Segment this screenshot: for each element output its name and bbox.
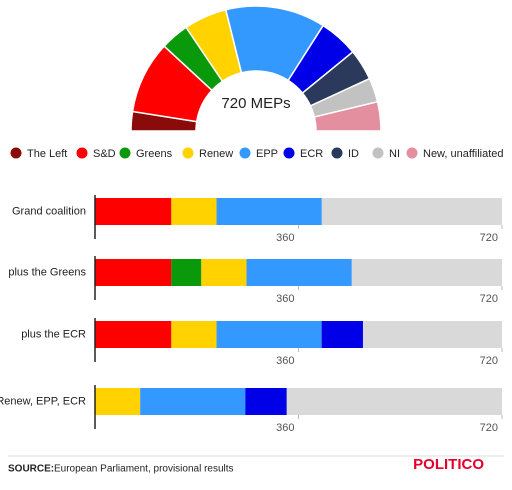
legend-label: New, unaffiliated	[423, 148, 504, 160]
bar-segment	[140, 388, 246, 415]
source-label: SOURCE:	[8, 464, 54, 475]
legend-label: NI	[389, 148, 400, 160]
legend-marker	[372, 147, 384, 159]
legend-marker	[182, 147, 194, 159]
legend-label: ECR	[300, 148, 323, 160]
legend-label: EPP	[256, 148, 278, 160]
legend-label: Greens	[136, 148, 173, 160]
category-label: Grand coalition	[12, 205, 86, 217]
x-tick-label: 360	[276, 422, 294, 434]
bar-segment	[171, 321, 217, 348]
category-label: plus the Greens	[8, 266, 86, 278]
x-tick-label: 360	[276, 355, 294, 367]
legend-marker	[331, 147, 343, 159]
bar-segment	[321, 321, 363, 348]
seat-slice	[313, 100, 382, 132]
category-label: Renew, EPP, ECR	[0, 395, 86, 407]
bar-segment	[216, 198, 322, 225]
bar-segment	[95, 198, 172, 225]
legend-label: The Left	[27, 148, 67, 160]
legend-label: S&D	[93, 148, 116, 160]
legend-marker	[406, 147, 418, 159]
legend-marker	[283, 147, 295, 159]
bar-segment	[245, 388, 287, 415]
bar-segment	[171, 198, 217, 225]
category-label: plus the ECR	[21, 328, 86, 340]
x-tick-label: 360	[276, 293, 294, 305]
bar-segment	[95, 321, 172, 348]
x-tick-label: 720	[480, 355, 498, 367]
legend-label: Renew	[199, 148, 233, 160]
bar-segment	[171, 259, 202, 286]
center-label: 720 MEPs	[221, 95, 290, 112]
x-tick-label: 720	[480, 232, 498, 244]
x-tick-label: 720	[480, 422, 498, 434]
bar-segment	[216, 321, 322, 348]
source: European Parliament, provisional results	[54, 464, 234, 475]
legend-marker	[10, 147, 22, 159]
legend-label: ID	[348, 148, 359, 160]
legend-marker	[239, 147, 251, 159]
bar-segment	[201, 259, 247, 286]
x-tick-label: 720	[480, 293, 498, 305]
x-tick-label: 360	[276, 232, 294, 244]
brand: POLITICO	[413, 456, 484, 473]
legend-marker	[119, 147, 131, 159]
legend-marker	[76, 147, 88, 159]
bar-segment	[95, 388, 141, 415]
bar-segment	[95, 259, 172, 286]
bar-segment	[246, 259, 352, 286]
